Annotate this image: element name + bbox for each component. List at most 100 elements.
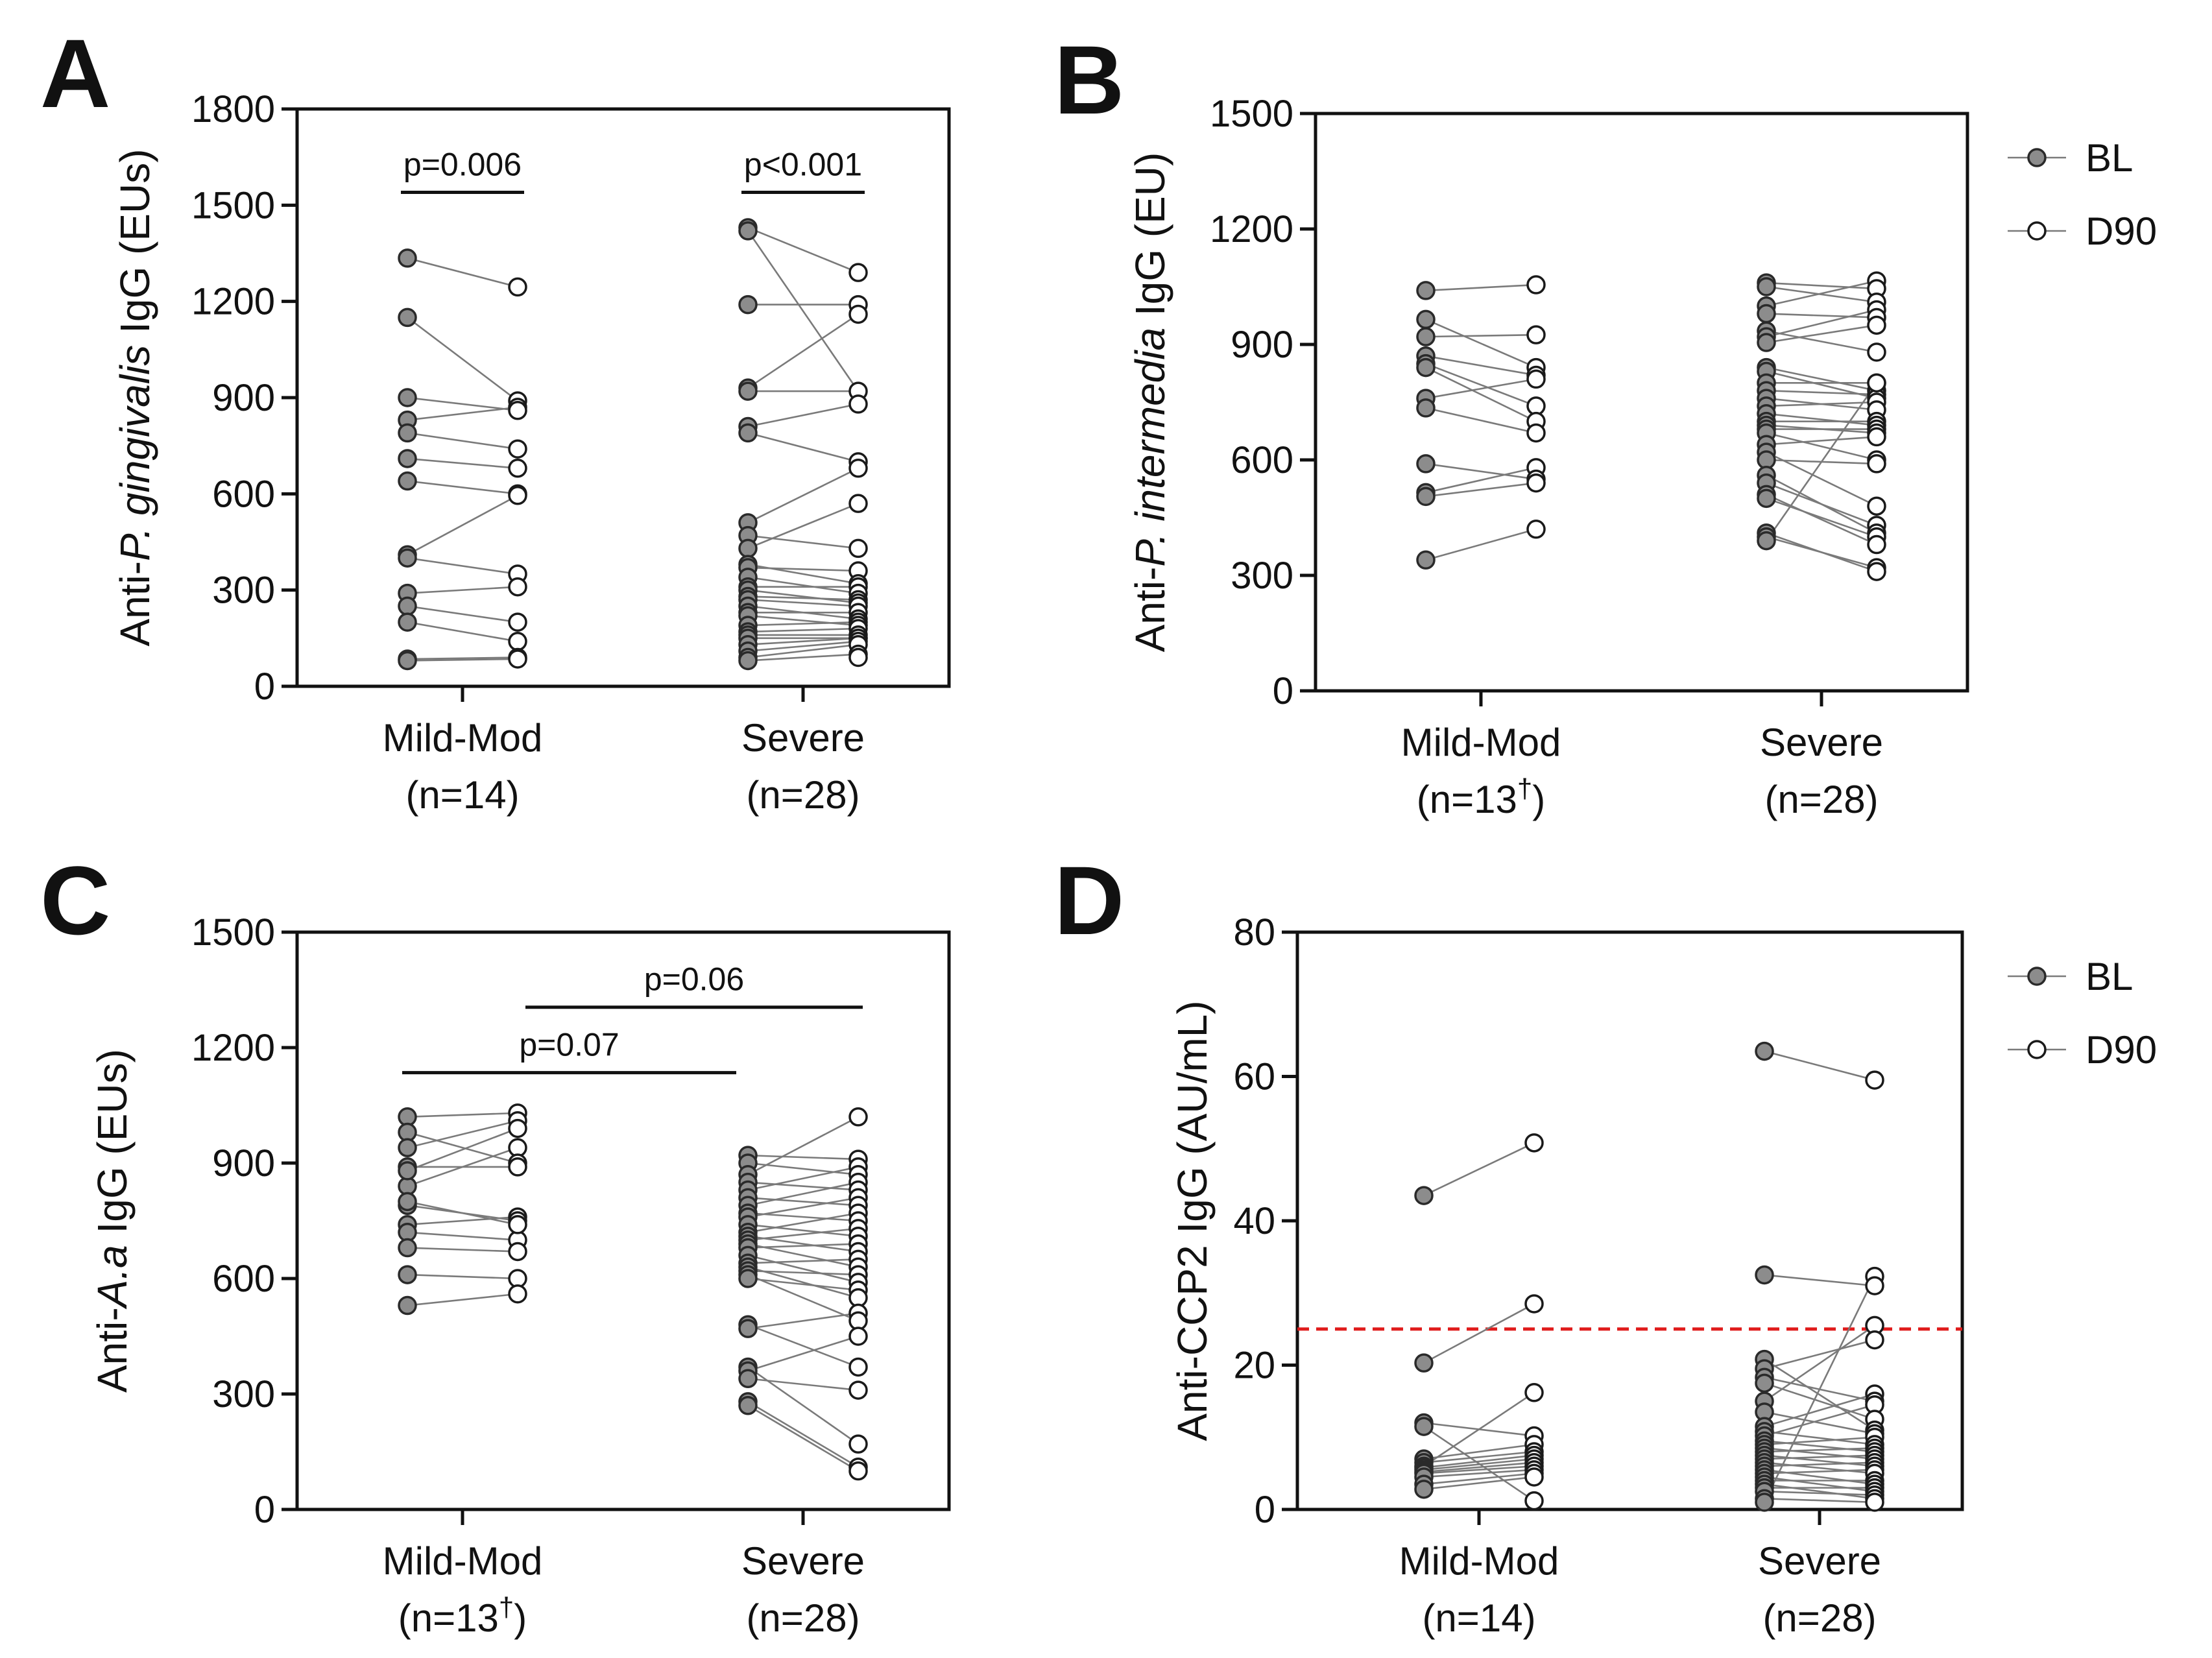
pair-line xyxy=(1766,285,1877,304)
pair-line xyxy=(1766,389,1877,396)
y-tick-label: 300 xyxy=(212,570,275,612)
pair-line xyxy=(1764,1476,1875,1493)
pair-line xyxy=(747,1181,859,1191)
bl-point xyxy=(1757,304,1776,324)
pair-line xyxy=(1425,528,1537,561)
pair-line xyxy=(747,1312,859,1330)
p-value-label: p=0.07 xyxy=(519,1027,619,1063)
bl-point xyxy=(738,1319,758,1338)
bl-point xyxy=(1416,487,1436,507)
pair-line xyxy=(1765,382,1878,542)
legend-label: D90 xyxy=(2086,210,2157,253)
pair-line xyxy=(747,1404,859,1472)
legend-label: BL xyxy=(2086,136,2133,180)
pair-line xyxy=(1764,1469,1875,1474)
d90-point xyxy=(1865,1276,1884,1295)
pair-line xyxy=(1766,313,1877,318)
pair-line xyxy=(407,1147,518,1187)
pair-line xyxy=(747,1197,859,1207)
bl-point xyxy=(398,548,417,568)
legend-bl-marker xyxy=(2027,967,2047,986)
y-tick-label: 300 xyxy=(1231,555,1293,597)
panel-letter: C xyxy=(40,846,110,955)
p-value-label: p=0.06 xyxy=(644,961,744,998)
d90-point xyxy=(1867,342,1886,362)
pair-line xyxy=(1764,1454,1875,1460)
pair-line xyxy=(747,1335,859,1372)
x-category-n: (n=28) xyxy=(746,773,860,817)
pair-line xyxy=(1425,466,1537,494)
d90-point xyxy=(1524,1383,1544,1402)
pair-line xyxy=(407,1201,518,1226)
panel-d: D 0 20 40 60 80 Mild-Mod (n=14) Severe (n=28) Anti… xyxy=(1054,846,2157,1640)
pair-line xyxy=(747,637,859,646)
panel-b: B 0 300 600 900 1200 1500 Mild-Mod (n=13†) Severe… xyxy=(1054,25,2157,821)
pair-line xyxy=(1423,1142,1535,1197)
pair-line xyxy=(747,595,859,601)
d90-point xyxy=(1867,535,1886,555)
pair-line xyxy=(407,1112,518,1118)
bl-point xyxy=(738,538,758,559)
pair-line xyxy=(747,653,859,662)
pair-line xyxy=(1425,363,1537,407)
pair-line xyxy=(1423,1465,1535,1474)
pair-line xyxy=(747,1212,859,1234)
pair-line xyxy=(747,432,859,463)
pair-line xyxy=(1766,482,1877,527)
plot-frame xyxy=(1314,112,1969,693)
pair-line xyxy=(1423,1303,1535,1364)
pair-line xyxy=(747,627,859,633)
pair-line xyxy=(407,1247,518,1253)
pair-line xyxy=(1764,1339,1875,1370)
legend-label: D90 xyxy=(2086,1028,2157,1072)
x-category-label: Mild-Mod xyxy=(383,1539,543,1583)
bl-point xyxy=(738,651,758,671)
pair-line xyxy=(747,502,859,549)
panel-letter: D xyxy=(1054,846,1124,955)
pair-line xyxy=(407,1120,518,1149)
pair-line xyxy=(747,1366,859,1445)
x-category-n: (n=14) xyxy=(405,773,519,817)
x-category-label: Severe xyxy=(741,716,865,760)
d90-point xyxy=(1526,473,1546,493)
bl-point xyxy=(738,294,758,315)
pair-line xyxy=(747,467,859,523)
x-category-n: (n=28) xyxy=(1762,1596,1876,1640)
pair-line xyxy=(407,621,518,643)
bl-point xyxy=(398,471,417,491)
d90-point xyxy=(1524,1294,1544,1314)
pair-line xyxy=(407,480,518,495)
bl-point xyxy=(1757,488,1776,509)
bl-point xyxy=(1755,1041,1774,1061)
y-tick-label: 1500 xyxy=(191,184,275,226)
pair-line xyxy=(747,226,859,274)
panel-letter: A xyxy=(40,19,110,128)
bl-point xyxy=(398,1295,417,1316)
d90-point xyxy=(508,1284,527,1304)
pair-line xyxy=(1423,1454,1535,1469)
panel-letter: B xyxy=(1054,25,1124,134)
d90-point xyxy=(848,459,868,478)
y-tick-label: 1500 xyxy=(191,911,275,954)
pair-line xyxy=(1764,1436,1875,1446)
legend-label: BL xyxy=(2086,955,2133,998)
bl-point xyxy=(398,1138,417,1158)
d90-point xyxy=(508,649,527,669)
d90-point xyxy=(848,1107,868,1127)
pair-line xyxy=(747,566,859,572)
d90-point xyxy=(1867,496,1886,516)
x-category-label: Severe xyxy=(1760,721,1883,764)
pair-line xyxy=(747,614,859,627)
bl-point xyxy=(1755,1493,1774,1512)
d90-point xyxy=(1867,562,1886,581)
bl-point xyxy=(738,1269,758,1288)
x-category-label: Mild-Mod xyxy=(1399,1539,1559,1583)
d90-point xyxy=(848,1327,868,1346)
d90-point xyxy=(848,304,868,324)
pair-line xyxy=(747,1323,859,1368)
pair-line xyxy=(1766,494,1877,546)
bl-point xyxy=(1416,309,1436,330)
pair-line xyxy=(1764,1325,1875,1402)
x-category-label: Severe xyxy=(741,1539,865,1583)
pair-line xyxy=(1423,1461,1535,1473)
